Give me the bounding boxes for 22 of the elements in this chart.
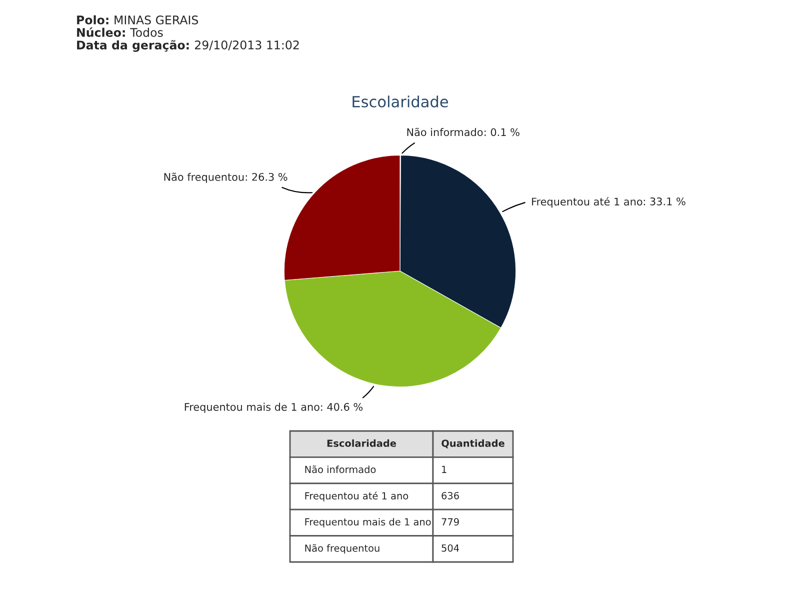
data-label: 1 <box>442 466 446 473</box>
data-label: : 26.3 % <box>246 172 288 181</box>
data-label: : 0.1 % <box>484 128 520 136</box>
slice-label: Frequentou até 1 ano <box>532 197 642 208</box>
category-label: Frequentou mais de 1 ano <box>305 518 431 528</box>
category-label: Não frequentou <box>305 544 380 554</box>
data-label: : 33.1 % <box>644 197 686 206</box>
slice-label: Frequentou mais de 1 ano <box>184 402 320 413</box>
chart-title: Escolaridade <box>352 96 448 108</box>
text: Núcleo: Todos <box>77 27 163 37</box>
slice-label: Não frequentou <box>164 172 244 183</box>
text: Data da geração: 29/10/2013 11:02 <box>77 40 299 52</box>
slice-label: Não informado <box>407 128 483 136</box>
data-label: 504 <box>442 544 460 552</box>
text: Quantidade <box>442 439 504 448</box>
data-label: : 40.6 % <box>321 402 363 411</box>
category-label: Frequentou até 1 ano <box>305 492 408 502</box>
text: Polo: MINAS GERAIS <box>77 15 198 24</box>
category-label: Não informado <box>305 465 376 474</box>
data-label: 779 <box>442 518 459 526</box>
data-label: 636 <box>442 492 459 500</box>
text: Escolaridade <box>327 439 396 447</box>
